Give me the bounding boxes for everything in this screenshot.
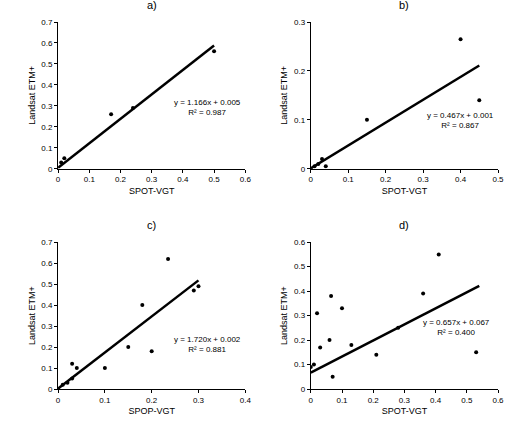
svg-text:0.4: 0.4 — [41, 301, 53, 310]
svg-text:SPOT-VGT: SPOT-VGT — [129, 186, 175, 196]
svg-text:Landsat ETM+: Landsat ETM+ — [27, 286, 37, 345]
svg-text:0.7: 0.7 — [41, 238, 53, 247]
svg-text:0.4: 0.4 — [240, 396, 252, 405]
svg-text:0.3: 0.3 — [399, 396, 411, 405]
svg-text:y = 1.166x + 0.005R² = 0.987: y = 1.166x + 0.005R² = 0.987 — [174, 98, 241, 117]
svg-text:0.4: 0.4 — [430, 396, 442, 405]
svg-text:0.6: 0.6 — [41, 39, 53, 48]
svg-text:0.7: 0.7 — [41, 18, 53, 27]
svg-text:0.2: 0.2 — [115, 175, 127, 184]
svg-text:Landsat ETM+: Landsat ETM+ — [279, 286, 289, 345]
svg-text:0.3: 0.3 — [418, 175, 430, 184]
svg-text:0.5: 0.5 — [492, 175, 504, 184]
svg-text:0.6: 0.6 — [492, 396, 504, 405]
svg-text:0.3: 0.3 — [146, 175, 158, 184]
svg-text:a): a) — [147, 0, 157, 11]
svg-text:c): c) — [147, 219, 156, 231]
svg-text:0.1: 0.1 — [41, 144, 53, 153]
svg-text:0.1: 0.1 — [343, 175, 355, 184]
svg-text:0: 0 — [48, 385, 53, 394]
svg-text:Landsat ETM+: Landsat ETM+ — [279, 66, 289, 125]
svg-text:0.2: 0.2 — [294, 67, 306, 76]
svg-text:0: 0 — [301, 165, 306, 174]
svg-text:0.2: 0.2 — [294, 336, 306, 345]
svg-text:d): d) — [399, 219, 409, 231]
svg-text:0.3: 0.3 — [193, 396, 205, 405]
svg-text:0.1: 0.1 — [294, 116, 306, 125]
svg-text:0.3: 0.3 — [294, 18, 306, 27]
svg-text:0: 0 — [48, 165, 53, 174]
svg-text:0.4: 0.4 — [177, 175, 189, 184]
svg-text:0.1: 0.1 — [84, 175, 96, 184]
svg-text:y = 0.467x + 0.001R² = 0.867: y = 0.467x + 0.001R² = 0.867 — [427, 111, 494, 130]
svg-text:Landsat ETM+: Landsat ETM+ — [27, 66, 37, 125]
svg-text:0.6: 0.6 — [41, 259, 53, 268]
svg-text:0.4: 0.4 — [294, 287, 306, 296]
svg-text:0.5: 0.5 — [461, 396, 473, 405]
svg-text:0.5: 0.5 — [294, 262, 306, 271]
svg-text:0.2: 0.2 — [146, 396, 158, 405]
svg-text:y = 0.657x + 0.067R² = 0.400: y = 0.657x + 0.067R² = 0.400 — [423, 318, 490, 337]
svg-text:0.5: 0.5 — [209, 175, 221, 184]
svg-text:0.5: 0.5 — [41, 280, 53, 289]
svg-text:0: 0 — [309, 175, 314, 184]
svg-text:b): b) — [399, 0, 409, 11]
svg-text:0.3: 0.3 — [41, 322, 53, 331]
svg-text:0: 0 — [56, 175, 61, 184]
svg-text:0.1: 0.1 — [99, 396, 111, 405]
svg-text:0: 0 — [301, 385, 306, 394]
svg-text:0.6: 0.6 — [294, 238, 306, 247]
svg-text:0.4: 0.4 — [455, 175, 467, 184]
svg-text:0.2: 0.2 — [41, 123, 53, 132]
svg-text:0.3: 0.3 — [294, 311, 306, 320]
svg-text:0.1: 0.1 — [41, 364, 53, 373]
svg-text:SPOP-VGT: SPOP-VGT — [128, 406, 175, 416]
svg-text:0.1: 0.1 — [294, 360, 306, 369]
svg-text:0.6: 0.6 — [240, 175, 252, 184]
svg-text:y = 1.720x + 0.002R² = 0.881: y = 1.720x + 0.002R² = 0.881 — [174, 335, 241, 354]
svg-text:SPOT-VGT: SPOT-VGT — [382, 186, 428, 196]
svg-text:0.2: 0.2 — [380, 175, 392, 184]
svg-text:0.3: 0.3 — [41, 102, 53, 111]
svg-text:0.2: 0.2 — [368, 396, 380, 405]
svg-text:0: 0 — [56, 396, 61, 405]
svg-text:0: 0 — [309, 396, 314, 405]
svg-text:0.5: 0.5 — [41, 60, 53, 69]
svg-text:SPOT-VGT: SPOT-VGT — [382, 406, 428, 416]
svg-text:0.2: 0.2 — [41, 343, 53, 352]
svg-text:0.1: 0.1 — [336, 396, 348, 405]
svg-text:0.4: 0.4 — [41, 81, 53, 90]
